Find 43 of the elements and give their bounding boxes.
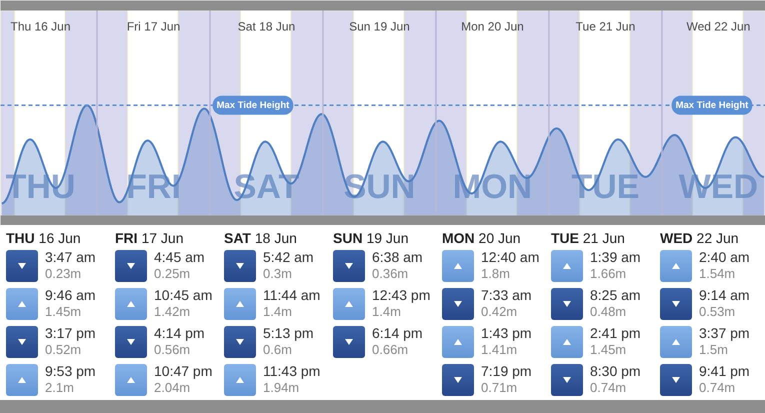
text: 9:41 pm 0.74m — [699, 363, 750, 395]
x-tick-label: Mon 20 Jun — [461, 20, 524, 34]
text: 3:37 pm 1.5m — [699, 325, 750, 357]
text: 12:43 pm 1.4m — [372, 287, 430, 319]
text: 11:43 pm 1.94m — [263, 363, 320, 395]
text: 10:45 am 1.42m — [154, 287, 212, 319]
text: 5:13 pm 0.6m — [263, 325, 314, 357]
category-label: MON 20 Jun — [442, 229, 521, 247]
x-tick-label: Sat 18 Jun — [238, 20, 296, 34]
text: 6:38 am 0.36m — [372, 249, 423, 281]
x-tick-label: Thu 16 Jun — [10, 20, 71, 34]
text: 1:39 am 1.66m — [590, 249, 641, 281]
text: 5:42 am 0.3m — [263, 249, 314, 281]
x-tick-label: Wed 22 Jun — [686, 20, 750, 34]
text: 7:19 pm 0.71m — [481, 363, 532, 395]
text: 11:44 am 1.4m — [263, 287, 320, 319]
text: 10:47 pm 2.04m — [154, 363, 212, 395]
text: Max Tide Height — [676, 100, 748, 111]
text: 9:14 am 0.53m — [699, 287, 750, 319]
text: 3:17 pm 0.52m — [45, 325, 96, 357]
text: 4:14 pm 0.56m — [154, 325, 205, 357]
text: 6:14 pm 0.66m — [372, 325, 423, 357]
x-tick-label: Tue 21 Jun — [576, 20, 636, 34]
text: 8:25 am 0.48m — [590, 287, 641, 319]
category-label: TUE 21 Jun — [551, 229, 625, 247]
x-tick-label: Sun 19 Jun — [349, 20, 410, 34]
text: 7:33 am 0.42m — [481, 287, 532, 319]
category-label: SUN 19 Jun — [333, 229, 408, 247]
text: 9:53 pm 2.1m — [45, 363, 96, 395]
text: 8:30 pm 0.74m — [590, 363, 641, 395]
text: 2:41 pm 1.45m — [590, 325, 641, 357]
text: 9:46 am 1.45m — [45, 287, 96, 319]
x-tick-label: Fri 17 Jun — [126, 20, 180, 34]
text: 3:47 am 0.23m — [45, 249, 96, 281]
text: 2:40 am 1.54m — [699, 249, 750, 281]
category-label: FRI 17 Jun — [115, 229, 184, 247]
text: 12:40 am 1.8m — [481, 249, 540, 281]
ref-line-label: Max Tide Height — [216, 100, 290, 111]
text: 1:43 pm 1.41m — [481, 325, 532, 357]
category-label: SAT 18 Jun — [224, 229, 297, 247]
text: 4:45 am 0.25m — [154, 249, 205, 281]
category-label: WED 22 Jun — [660, 229, 739, 247]
category-label: THU 16 Jun — [6, 229, 81, 247]
